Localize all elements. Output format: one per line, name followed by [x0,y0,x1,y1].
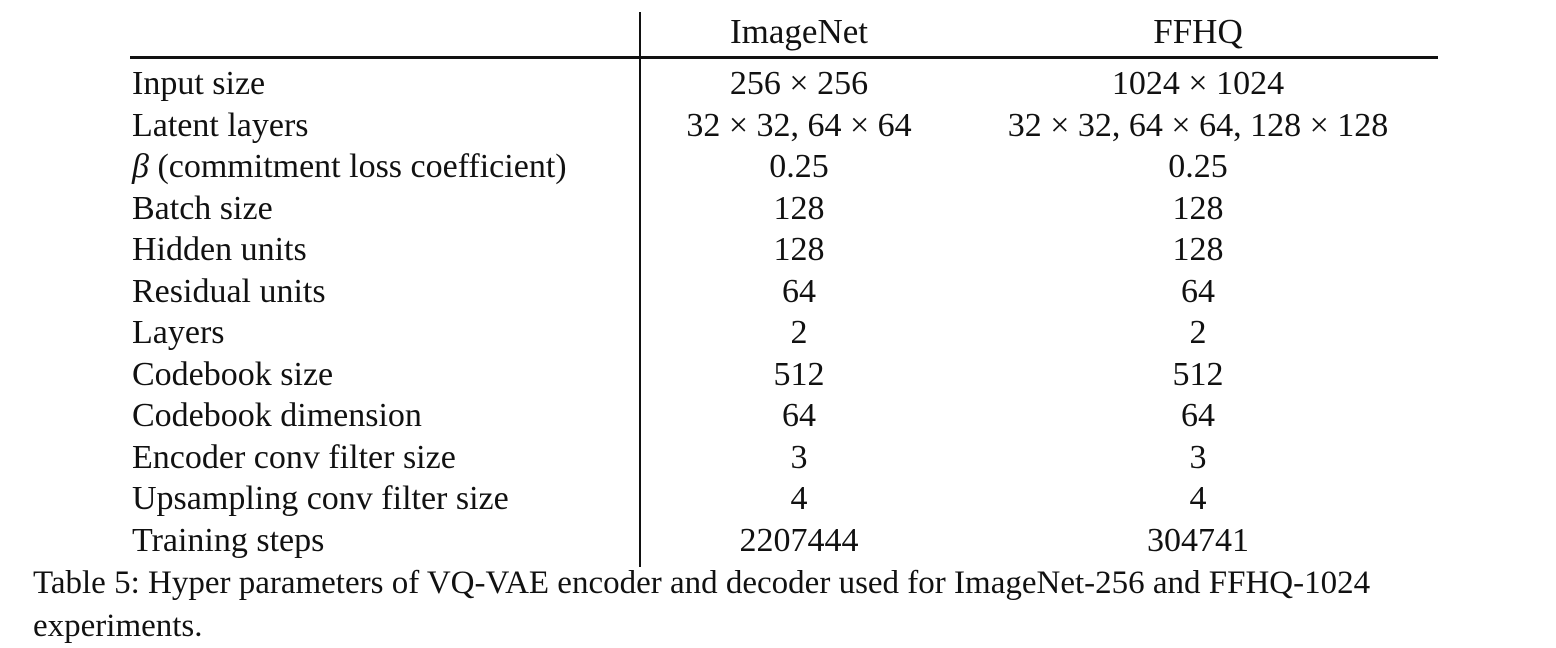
imagenet-value: 0.25 [769,148,829,185]
ffhq-value: 4 [1189,480,1207,517]
imagenet-value: 128 [773,231,825,268]
ffhq-value: 64 [1181,397,1215,434]
column-header-ffhq: FFHQ [1153,12,1243,51]
table-row: Input size 256 × 256 1024 × 1024 [130,63,1438,105]
imagenet-value: 256 × 256 [729,65,869,102]
table-row: Residual units 64 64 [130,271,1438,313]
ffhq-value: 304741 [1147,521,1249,559]
row-label: Codebook size [132,355,334,393]
row-label: Latent layers [132,106,309,144]
row-label: Codebook dimension [132,397,422,434]
table-caption: Table 5: Hyper parameters of VQ-VAE enco… [33,565,1371,644]
table-body: Input size 256 × 256 1024 × 1024 Latent … [130,63,1438,561]
row-label: Batch size [132,189,273,227]
table-row: Hidden units 128 128 [130,229,1438,271]
table-row: Latent layers 32 × 32, 64 × 64 32 × 32, … [130,105,1438,147]
row-label: Layers [132,314,225,351]
row-label: Encoder conv filter size [132,438,456,476]
imagenet-value: 3 [790,438,808,476]
ffhq-value: 64 [1181,272,1215,310]
imagenet-value: 2207444 [739,521,859,559]
table-row: Training steps 2207444 304741 [130,520,1438,562]
ffhq-value: 1024 × 1024 [1111,65,1285,102]
imagenet-value: 128 [773,189,825,227]
table-row: Upsampling conv filter size 4 4 [130,478,1438,520]
row-label: Residual units [132,272,326,310]
hyperparameter-table: ImageNet FFHQ Input size 256 × 256 1024 … [130,0,1438,570]
column-header-imagenet: ImageNet [730,12,868,51]
row-label: Upsampling conv filter size [132,480,509,517]
table-row: Encoder conv filter size 3 3 [130,437,1438,479]
row-label: β (commitment loss coefficient) [132,146,637,188]
imagenet-value: 32 × 32, 64 × 64 [686,106,912,144]
ffhq-value: 128 [1172,231,1224,268]
ffhq-value: 0.25 [1168,148,1228,185]
imagenet-value: 4 [790,480,808,517]
imagenet-value: 64 [782,272,816,310]
table-row: Codebook dimension 64 64 [130,395,1438,437]
column-divider [639,12,641,567]
imagenet-value: 512 [773,355,825,393]
table-row: Codebook size 512 512 [130,354,1438,396]
ffhq-value: 32 × 32, 64 × 64, 128 × 128 [1007,106,1389,144]
ffhq-value: 128 [1172,189,1224,227]
ffhq-value: 512 [1172,355,1224,393]
ffhq-value: 2 [1189,314,1207,351]
table-row: Batch size 128 128 [130,188,1438,230]
table-row: Layers 2 2 [130,312,1438,354]
imagenet-value: 2 [790,314,808,351]
table-row: β (commitment loss coefficient) 0.25 0.2… [130,146,1438,188]
row-label-text: (commitment loss coefficient) [148,148,567,185]
beta-symbol: β [132,148,149,185]
row-label: Hidden units [132,231,307,268]
header-rule [130,56,1438,59]
ffhq-value: 3 [1189,438,1207,476]
row-label: Input size [132,65,266,102]
row-label: Training steps [132,521,325,559]
imagenet-value: 64 [782,397,816,434]
